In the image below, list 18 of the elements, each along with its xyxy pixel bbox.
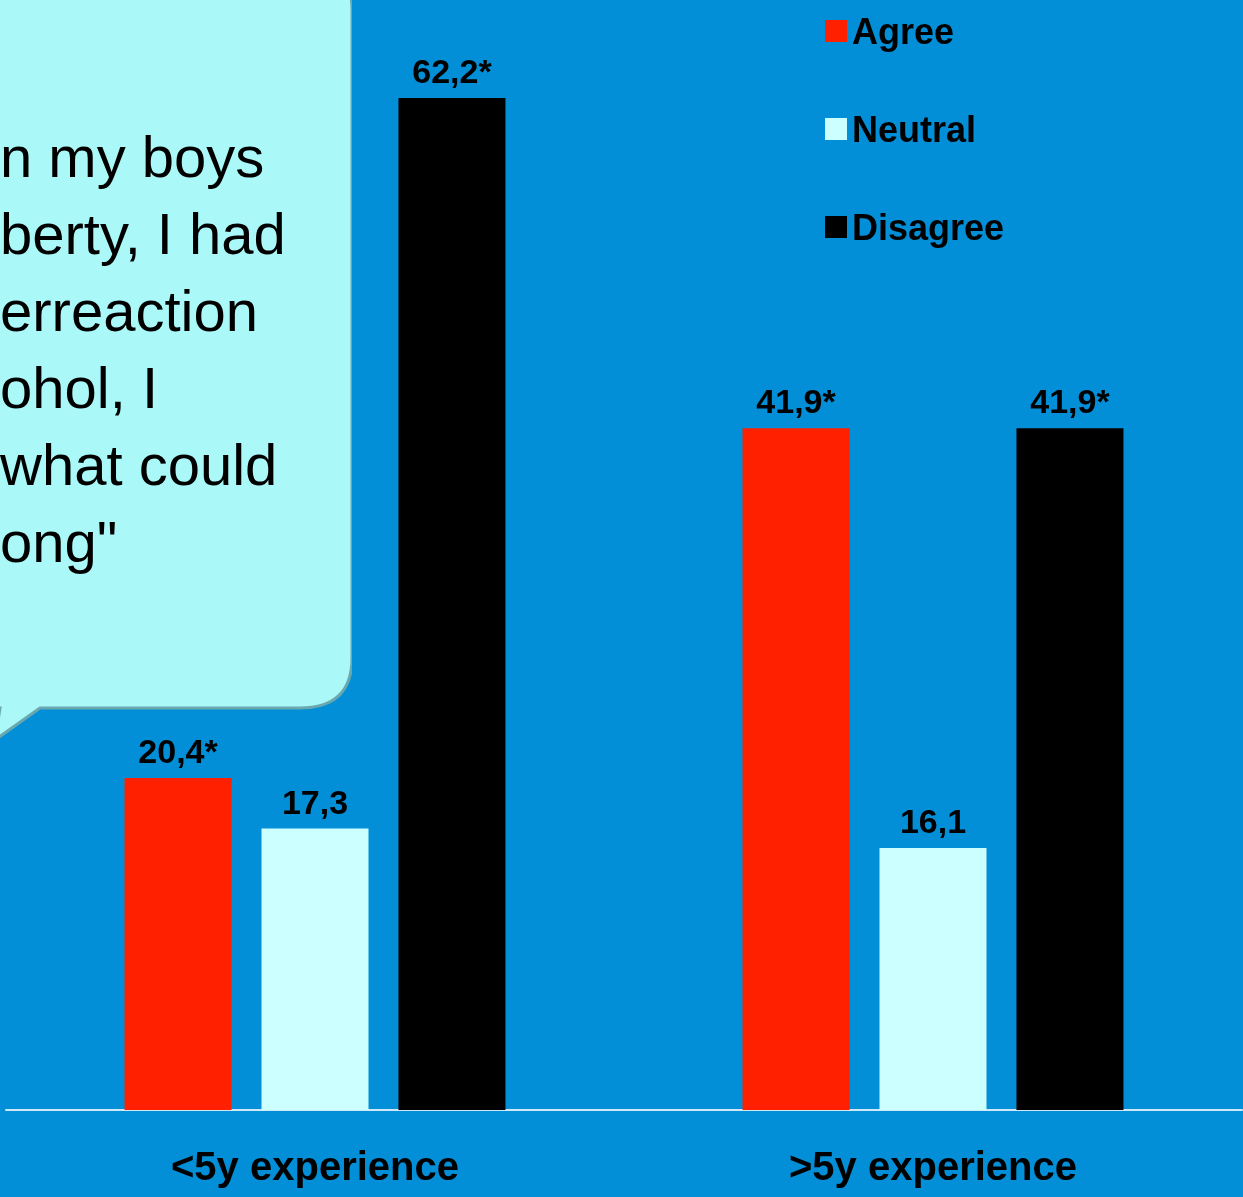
legend-label: Disagree (852, 206, 1005, 248)
x-tick-label: >5y experience (789, 1144, 1077, 1188)
data-label: 17,3 (281, 782, 349, 821)
data-label: 41,9* (756, 382, 837, 421)
data-label: 41,9* (1030, 382, 1111, 421)
bar (742, 428, 850, 1110)
bar (398, 98, 506, 1110)
bar (124, 778, 232, 1110)
legend-label: Agree (852, 10, 955, 52)
legend-label: Neutral (852, 108, 977, 150)
data-label: 20,4* (138, 732, 219, 771)
annotation: n my boys berty, I had erreaction ohol, I what could ong" (0, 123, 286, 576)
bar (261, 828, 369, 1110)
x-tick-label: <5y experience (171, 1144, 459, 1188)
data-label: 16,1 (899, 802, 967, 841)
bar (879, 848, 987, 1110)
data-label: 62,2* (412, 52, 493, 90)
bar (1016, 428, 1124, 1110)
